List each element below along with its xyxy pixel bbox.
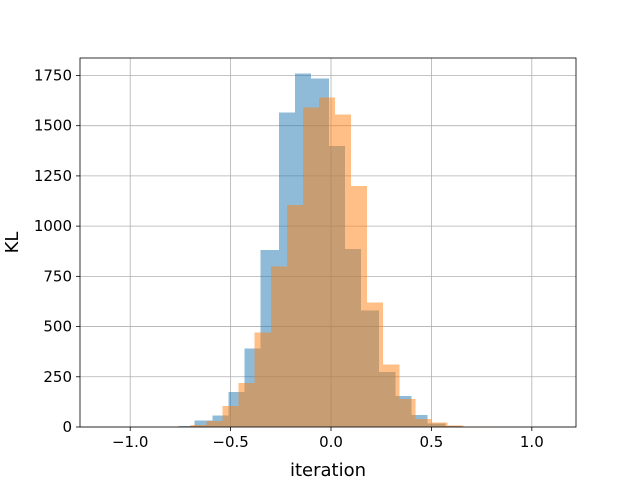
plot-frame — [79, 57, 577, 428]
y-tick-label: 500 — [43, 318, 72, 336]
histogram-bar-series-2 — [367, 302, 384, 427]
y-axis-label: KL — [2, 232, 23, 254]
histogram-bar-series-1 — [178, 425, 195, 427]
histogram-bar-series-2 — [351, 185, 368, 427]
y-tick-label: 0 — [62, 418, 72, 436]
x-tick-label: −1.0 — [112, 433, 148, 451]
histogram-bar-series-2 — [302, 107, 319, 427]
x-tick-label: 1.0 — [520, 433, 544, 451]
y-tick-label: 750 — [43, 267, 72, 285]
histogram-bar-series-2 — [222, 405, 239, 427]
histogram-bar-series-2 — [286, 205, 303, 427]
y-tick-label: 1250 — [34, 167, 72, 185]
histogram-bar-series-2 — [383, 364, 400, 427]
x-tick-label: 0.0 — [319, 433, 343, 451]
histogram-bar-series-2 — [335, 114, 352, 427]
histogram-bar-series-2 — [238, 382, 255, 427]
histogram-bar-series-2 — [415, 418, 432, 427]
histogram-bar-series-2 — [318, 97, 336, 427]
x-axis-label: iteration — [290, 460, 366, 480]
histogram-bar-series-2 — [399, 398, 416, 427]
histogram-bar-series-1 — [194, 420, 213, 427]
histogram-bar-series-2 — [190, 424, 207, 427]
y-tick-label: 1000 — [34, 217, 72, 235]
x-tick-label: 0.5 — [419, 433, 443, 451]
y-tick-label: 1750 — [34, 66, 72, 84]
y-tick-label: 1500 — [34, 117, 72, 135]
x-tick-label: −0.5 — [212, 433, 248, 451]
histogram-bar-series-2 — [270, 266, 287, 427]
histogram-bar-series-2 — [447, 425, 464, 427]
histogram-bar-series-2 — [431, 422, 448, 427]
histogram-bar-series-2 — [254, 332, 271, 427]
axis-ticks: −1.0 −0.5 0.0 0.5 1.0 0 250 500 750 1000 1250 1500 1… — [34, 66, 544, 451]
y-tick-label: 250 — [43, 368, 72, 386]
histogram-bars — [158, 73, 524, 428]
histogram-bar-series-2 — [206, 420, 223, 427]
